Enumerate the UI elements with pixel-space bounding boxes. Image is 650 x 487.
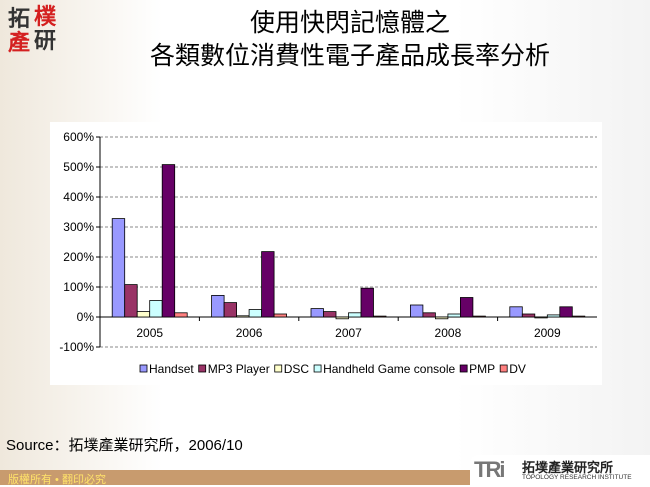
- legend-label: MP3 Player: [208, 362, 270, 376]
- y-tick-label: -100%: [59, 340, 94, 354]
- y-tick-label: 500%: [63, 160, 94, 174]
- bar-handheld-game-console: [248, 309, 263, 318]
- bar-dsc: [136, 311, 151, 318]
- bar-pmp: [459, 297, 474, 318]
- legend-swatch: [198, 364, 207, 373]
- y-tick-label: 600%: [63, 130, 94, 144]
- bar-handheld-game-console: [447, 313, 461, 318]
- bar-dsc: [236, 315, 250, 318]
- bar-dv: [472, 315, 486, 318]
- chart-svg: -100% 0% 100% 200% 300% 400% 500% 600% 2005 2006 2…: [59, 130, 597, 376]
- bar-mp3-player: [124, 284, 138, 318]
- y-tick-label: 400%: [63, 190, 94, 204]
- brand-logo: TRi 拓墣產業研究所 TOPOLOGY RESEARCH INSTITUTE: [470, 455, 650, 485]
- bar-pmp: [261, 251, 275, 318]
- bar-pmp: [360, 287, 374, 318]
- bar-handheld-game-console: [149, 300, 163, 318]
- bar-handheld-game-console: [546, 314, 561, 318]
- bar-handset: [409, 304, 424, 318]
- bar-pmp: [559, 306, 573, 318]
- logo-char: 產: [8, 31, 31, 56]
- x-tick-label: 2006: [236, 326, 263, 340]
- y-tick-label: 200%: [63, 250, 94, 264]
- legend-swatch: [313, 364, 322, 373]
- legend-swatch: [139, 364, 148, 373]
- legend-swatch: [499, 364, 508, 373]
- legend-label: Handheld Game console: [323, 362, 455, 376]
- x-tick-label: 2007: [335, 326, 362, 340]
- logo-char: 樸: [34, 5, 57, 30]
- bar-pmp: [161, 164, 176, 318]
- bar-dv: [571, 315, 586, 318]
- bar-dv: [174, 312, 188, 318]
- bar-dsc: [335, 316, 349, 320]
- bar-handheld-game-console: [348, 312, 362, 318]
- legend-label: PMP: [469, 362, 495, 376]
- logo: 拓 樸 產 研: [8, 6, 60, 56]
- bar-handset: [211, 294, 225, 318]
- title-line-2: 各類數位消費性電子產品成長率分析: [149, 41, 550, 70]
- brand-mark: TRi: [474, 457, 505, 482]
- copyright-text: 版權所有 • 翻印必究: [8, 474, 106, 486]
- bar-dv: [273, 313, 288, 318]
- bar-handset: [310, 308, 324, 318]
- x-tick-label: 2005: [136, 326, 163, 340]
- bar-mp3-player: [521, 313, 536, 318]
- bar-mp3-player: [323, 311, 337, 318]
- title-line-1: 使用快閃記憶體之: [249, 8, 450, 37]
- source-note: Source：拓墣產業研究所，2006/10: [6, 437, 243, 454]
- bar-dsc: [434, 316, 449, 320]
- legend-label: DV: [509, 362, 526, 376]
- logo-char: 研: [34, 29, 57, 54]
- y-tick-label: 0%: [77, 310, 95, 324]
- x-tick-label: 2009: [534, 326, 561, 340]
- bar-handset: [111, 218, 126, 318]
- y-tick-label: 100%: [63, 280, 94, 294]
- bar-mp3-player: [422, 312, 436, 318]
- logo-char: 拓: [8, 7, 31, 32]
- page-title: 使用快閃記憶體之 各類數位消費性電子產品成長率分析: [100, 6, 600, 72]
- legend-swatch: [274, 364, 283, 373]
- legend-label: DSC: [284, 362, 310, 376]
- legend-swatch: [459, 364, 468, 373]
- bar-mp3-player: [223, 302, 238, 318]
- bar-dv: [373, 315, 387, 318]
- brand-name-en: TOPOLOGY RESEARCH INSTITUTE: [522, 474, 632, 481]
- bar-dsc: [534, 316, 548, 319]
- brand-name-cn: 拓墣產業研究所: [522, 461, 614, 476]
- x-tick-label: 2008: [435, 326, 462, 340]
- legend-label: Handset: [149, 362, 194, 376]
- y-tick-label: 300%: [63, 220, 94, 234]
- bar-handset: [509, 306, 523, 318]
- chart: -100% 0% 100% 200% 300% 400% 500% 600% 2005 2006 2…: [50, 122, 602, 385]
